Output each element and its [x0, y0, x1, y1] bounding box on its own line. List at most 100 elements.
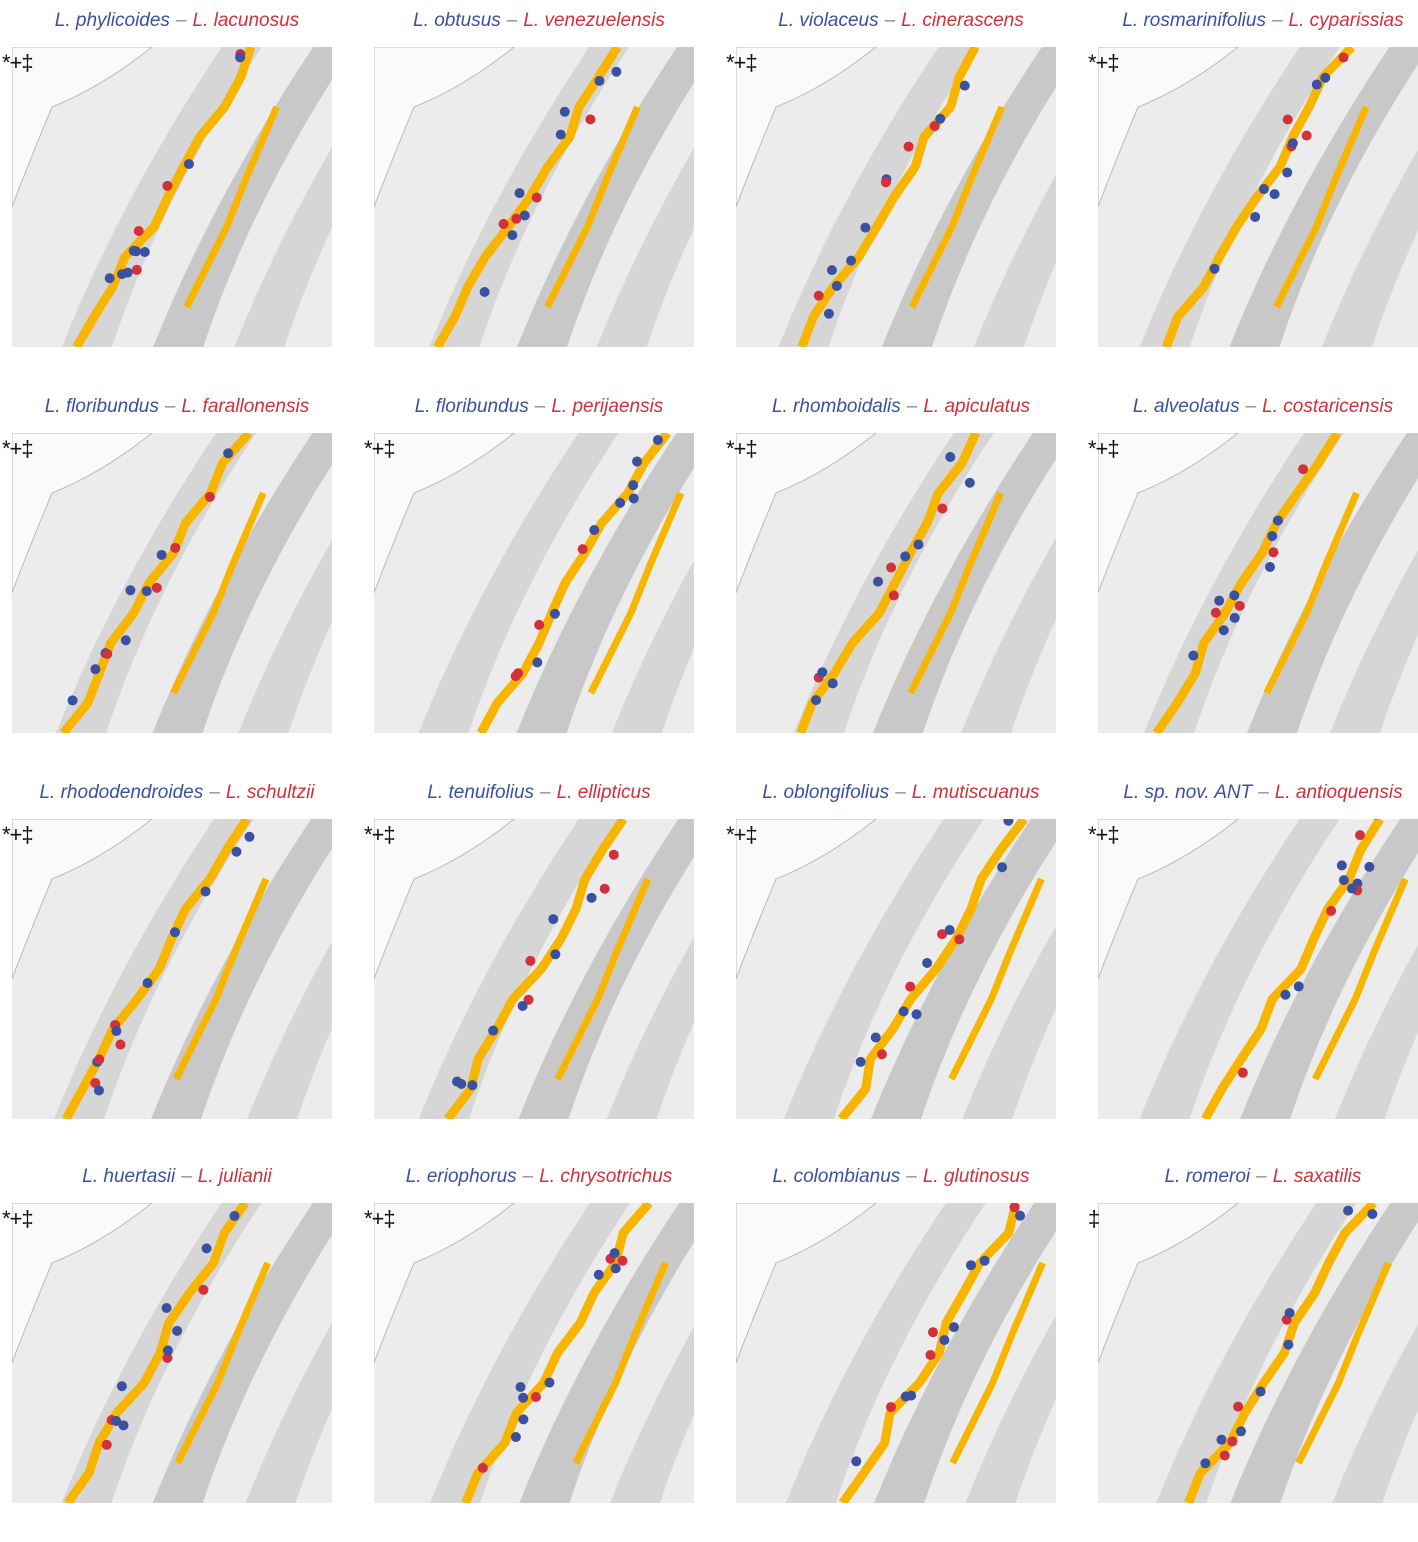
species-a-record — [939, 1335, 949, 1345]
separator: – — [906, 1166, 917, 1187]
figure: L. phylicoides–L. lacunosus*+‡L. obtusus… — [0, 0, 1418, 1500]
species-a-record — [480, 287, 490, 297]
panel-title: L. oblongifolius–L. mutiscuanus — [724, 782, 1078, 804]
panel-title: L. colombianus–L. glutinosus — [724, 1166, 1078, 1188]
species-a: L. obtusus — [413, 10, 501, 31]
species-a-record — [824, 309, 834, 319]
species-a-record — [121, 635, 131, 645]
species-a-record — [94, 1085, 104, 1095]
separator: – — [209, 782, 220, 803]
species-a-record — [223, 448, 233, 458]
analysis-symbols: *+‡ — [2, 1206, 33, 1232]
species-a-record — [550, 609, 560, 619]
species-a-record — [611, 1263, 621, 1273]
map-panel: L. rosmarinifolius–L. cyparissias*+‡ — [1086, 0, 1418, 386]
species-b: L. saxatilis — [1273, 1166, 1362, 1187]
species-b-record — [499, 219, 509, 229]
map-panel: L. violaceus–L. cinerascens*+‡ — [724, 0, 1078, 386]
analysis-symbols: *+‡ — [1088, 822, 1119, 848]
species-a-record — [560, 107, 570, 117]
map — [736, 819, 1056, 1119]
species-a-record — [980, 1256, 990, 1266]
species-a-record — [1343, 1206, 1353, 1216]
species-b-record — [1220, 1450, 1230, 1460]
species-a-record — [1229, 590, 1239, 600]
species-a-record — [628, 480, 638, 490]
species-a-record — [545, 1378, 555, 1388]
species-a: L. phylicoides — [55, 10, 170, 31]
species-a-record — [125, 585, 135, 595]
species-b: L. schultzii — [226, 782, 315, 803]
species-a: L. tenuifolius — [427, 782, 534, 803]
panel-title: L. rhomboidalis–L. apiculatus — [724, 396, 1078, 418]
species-b-record — [531, 1392, 541, 1402]
species-b-record — [926, 1350, 936, 1360]
panel-title: L. alveolatus–L. costaricensis — [1086, 396, 1418, 418]
species-a-record — [235, 52, 245, 62]
species-a-record — [997, 862, 1007, 872]
species-b-record — [525, 956, 535, 966]
species-a-record — [90, 664, 100, 674]
map — [1098, 433, 1418, 733]
species-a-record — [832, 281, 842, 291]
species-a-record — [846, 256, 856, 266]
species-a-record — [629, 493, 639, 503]
species-b-record — [198, 1285, 208, 1295]
species-a-record — [488, 1026, 498, 1036]
species-a-record — [1210, 264, 1220, 274]
species-a-record — [131, 246, 141, 256]
species-b-record — [814, 291, 824, 301]
panel-title: L. rhododendroides–L. schultzii — [0, 782, 354, 804]
separator: – — [1256, 1166, 1267, 1187]
map — [736, 1203, 1056, 1503]
species-a-record — [945, 452, 955, 462]
separator: – — [181, 1166, 192, 1187]
species-b-record — [886, 562, 896, 572]
species-b: L. chrysotrichus — [539, 1166, 672, 1187]
map — [374, 1203, 694, 1503]
species-b-record — [511, 214, 521, 224]
species-b-record — [532, 193, 542, 203]
species-b-record — [1235, 601, 1245, 611]
species-b-record — [115, 1040, 125, 1050]
species-a-record — [615, 498, 625, 508]
species-b-record — [102, 649, 112, 659]
species-a-record — [516, 1382, 526, 1392]
species-a-record — [1265, 562, 1275, 572]
species-b-record — [954, 934, 964, 944]
separator: – — [165, 396, 176, 417]
separator: – — [907, 396, 918, 417]
species-b-record — [1238, 1068, 1248, 1078]
species-a-record — [507, 230, 517, 240]
map-panel: L. phylicoides–L. lacunosus*+‡ — [0, 0, 354, 386]
species-a-record — [1188, 651, 1198, 661]
species-a-record — [960, 81, 970, 91]
species-a: L. romeroi — [1165, 1166, 1251, 1187]
species-a-record — [1250, 212, 1260, 222]
species-a-record — [1236, 1426, 1246, 1436]
map — [12, 819, 332, 1119]
analysis-symbols: *+‡ — [1088, 50, 1119, 76]
separator: – — [176, 10, 187, 31]
species-b-record — [1298, 464, 1308, 474]
species-b-record — [905, 982, 915, 992]
species-b-record — [94, 1054, 104, 1064]
map-panel: L. alveolatus–L. costaricensis*+‡ — [1086, 386, 1418, 772]
species-a-record — [811, 695, 821, 705]
analysis-symbols: *+‡ — [2, 822, 33, 848]
map — [736, 47, 1056, 347]
analysis-symbols: ‡ — [1088, 1206, 1099, 1232]
panel-title: L. huertasii–L. julianii — [0, 1166, 354, 1188]
species-a-record — [1288, 138, 1298, 148]
species-b-record — [617, 1256, 627, 1266]
species-a-record — [611, 67, 621, 77]
species-a-record — [1339, 875, 1349, 885]
species-a-record — [1282, 168, 1292, 178]
species-a-record — [111, 1026, 121, 1036]
species-a-record — [1280, 990, 1290, 1000]
species-a-record — [966, 1260, 976, 1270]
panel-title: L. phylicoides–L. lacunosus — [0, 10, 354, 32]
separator: – — [1258, 782, 1269, 803]
species-a-record — [140, 247, 150, 257]
species-a-record — [143, 978, 153, 988]
